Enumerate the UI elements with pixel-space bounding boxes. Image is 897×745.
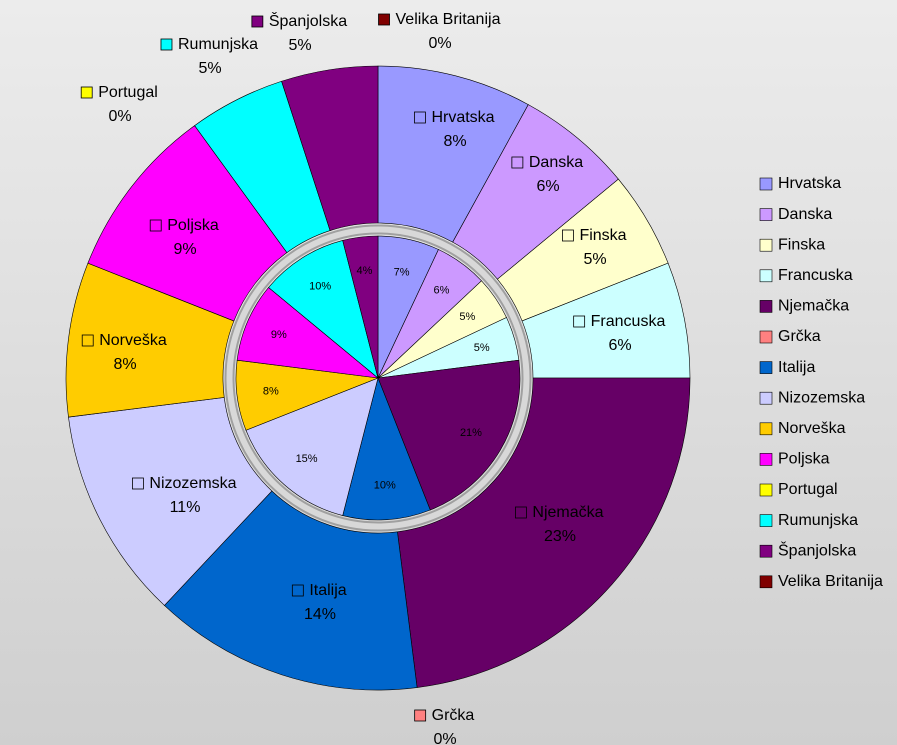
slice bbox=[236, 287, 379, 379]
label-key bbox=[515, 506, 527, 519]
legend-key bbox=[759, 514, 773, 527]
slice bbox=[342, 377, 431, 521]
data-label-name: Norveška bbox=[99, 332, 167, 349]
slice bbox=[245, 377, 379, 516]
legend-key bbox=[759, 575, 773, 589]
data-label-value: 8% bbox=[113, 356, 136, 373]
data-label-value: 8% bbox=[443, 133, 466, 150]
data-label-name: Njemačka bbox=[532, 504, 603, 521]
legend-key bbox=[759, 330, 773, 344]
data-label-value: 5% bbox=[198, 60, 221, 77]
label-key bbox=[80, 86, 93, 99]
legend-label: Italija bbox=[778, 359, 815, 376]
legend-key bbox=[759, 391, 773, 405]
inner-data-label: 4% bbox=[357, 265, 373, 277]
label-key bbox=[132, 477, 144, 490]
inner-data-label: 21% bbox=[460, 427, 482, 439]
legend-key bbox=[759, 544, 773, 558]
data-label-name: Rumunjska bbox=[178, 36, 258, 53]
data-label-value: 5% bbox=[288, 37, 311, 54]
label-key bbox=[562, 229, 574, 242]
data-label-name: Portugal bbox=[98, 84, 158, 101]
slice bbox=[397, 377, 691, 688]
data-label-value: 0% bbox=[428, 35, 451, 52]
legend-key bbox=[759, 269, 773, 283]
data-label-value: 9% bbox=[173, 241, 196, 258]
legend-label: Nizozemska bbox=[778, 389, 865, 406]
data-label-value: 6% bbox=[536, 178, 559, 195]
data-label-value: 23% bbox=[544, 528, 576, 545]
label-key bbox=[251, 15, 264, 28]
legend-label: Danska bbox=[778, 206, 832, 223]
slice bbox=[268, 240, 379, 379]
legend-label: Finska bbox=[778, 236, 825, 253]
label-key bbox=[414, 709, 427, 722]
inner-data-label: 15% bbox=[296, 453, 318, 465]
inner-data-label: 5% bbox=[459, 311, 475, 323]
inner-data-label: 8% bbox=[263, 385, 279, 397]
legend-label: Poljska bbox=[778, 451, 830, 468]
legend-key bbox=[759, 177, 773, 191]
legend-label: Njemačka bbox=[778, 298, 849, 315]
label-key bbox=[573, 315, 586, 328]
slice bbox=[281, 65, 379, 231]
slice bbox=[377, 359, 521, 511]
inner-data-label: 7% bbox=[394, 267, 410, 279]
data-label-name: Velika Britanija bbox=[396, 11, 501, 28]
legend-label: Norveška bbox=[778, 420, 846, 437]
data-label-name: Danska bbox=[529, 154, 583, 171]
legend-key bbox=[759, 361, 773, 374]
label-key bbox=[160, 38, 173, 51]
data-label-name: Hrvatska bbox=[431, 109, 494, 126]
legend-label: Grčka bbox=[778, 328, 821, 345]
data-label-name: Francuska bbox=[591, 313, 666, 330]
data-label-value: 0% bbox=[108, 108, 131, 125]
ring-separator-inner bbox=[226, 226, 530, 530]
inner-data-label: 6% bbox=[434, 285, 450, 297]
data-label-name: Poljska bbox=[167, 217, 219, 234]
data-label-name: Italija bbox=[309, 582, 346, 599]
inner-data-label: 5% bbox=[474, 342, 490, 354]
slice bbox=[342, 235, 379, 379]
label-key bbox=[414, 111, 426, 124]
legend-key bbox=[759, 453, 773, 466]
legend-key bbox=[759, 483, 773, 497]
data-label-name: Finska bbox=[579, 227, 626, 244]
label-key bbox=[81, 334, 94, 347]
legend-key bbox=[759, 208, 773, 221]
data-label-value: 11% bbox=[170, 499, 201, 516]
data-label-name: Španjolska bbox=[269, 11, 347, 30]
legend-label: Portugal bbox=[778, 481, 838, 498]
slice bbox=[163, 490, 418, 691]
legend-key bbox=[759, 300, 773, 313]
legend-key bbox=[759, 422, 773, 436]
legend-key bbox=[759, 238, 773, 252]
label-key bbox=[378, 13, 390, 26]
label-key bbox=[291, 584, 304, 597]
legend-label: Francuska bbox=[778, 267, 853, 284]
data-label-value: 14% bbox=[304, 606, 336, 623]
inner-data-label: 9% bbox=[271, 329, 287, 341]
data-label-name: Nizozemska bbox=[149, 475, 236, 492]
data-label-value: 6% bbox=[608, 337, 631, 354]
label-key bbox=[511, 156, 524, 169]
data-label-value: 0% bbox=[433, 731, 456, 745]
legend-label: Hrvatska bbox=[778, 175, 841, 192]
legend-label: Španjolska bbox=[778, 540, 856, 559]
data-label-value: 5% bbox=[583, 251, 606, 268]
data-label-name: Grčka bbox=[432, 707, 475, 724]
inner-data-label: 10% bbox=[374, 480, 396, 492]
legend-label: Velika Britanija bbox=[778, 573, 883, 590]
label-key bbox=[149, 219, 162, 232]
legend-label: Rumunjska bbox=[778, 512, 858, 529]
inner-data-label: 10% bbox=[309, 281, 331, 293]
